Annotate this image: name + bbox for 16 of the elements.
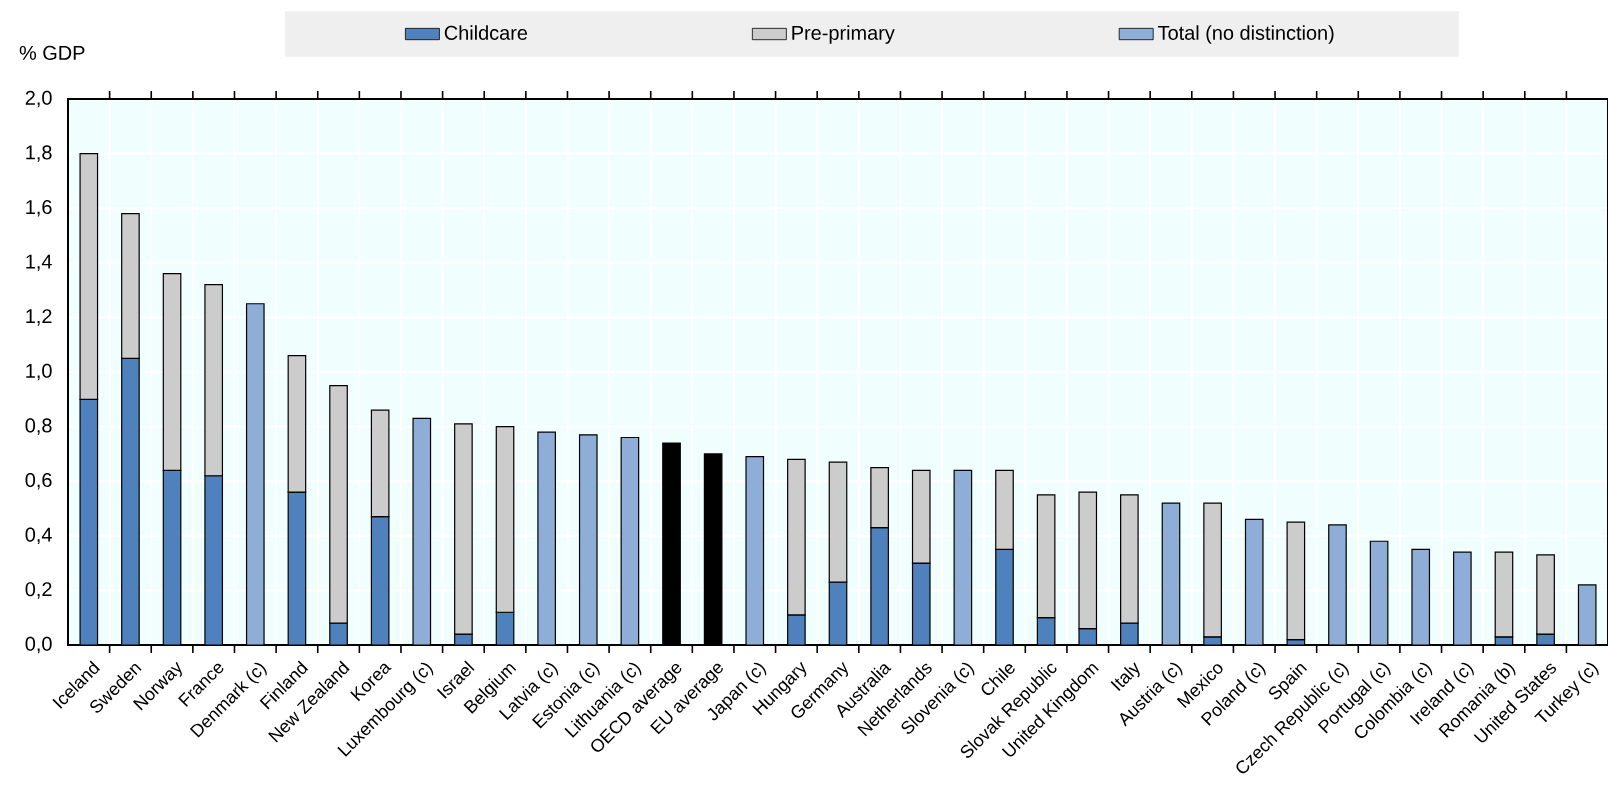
y-tick-label: 1,4 [26,254,52,271]
y-tick-label: 1,0 [26,363,52,381]
y-axis-title: % GDP [19,45,85,60]
legend-label: Total (no distinction) [1158,25,1334,44]
bar [1286,521,1306,641]
y-tick-label: 0,0 [25,636,52,654]
y-tick-label: 0,4 [25,527,52,545]
y-tick-label: 1,6 [26,199,52,217]
legend-label: Childcare [444,25,528,40]
y-tick-label: 1,8 [26,145,52,162]
y-tick-label: 1,2 [26,309,52,326]
y-tick-label: 0,6 [25,472,52,490]
y-tick-label: 2,0 [25,90,52,108]
y-tick-label: 0,8 [25,418,52,435]
y-tick-label: 0,2 [25,582,52,599]
legend-label: Pre-primary [792,25,895,44]
